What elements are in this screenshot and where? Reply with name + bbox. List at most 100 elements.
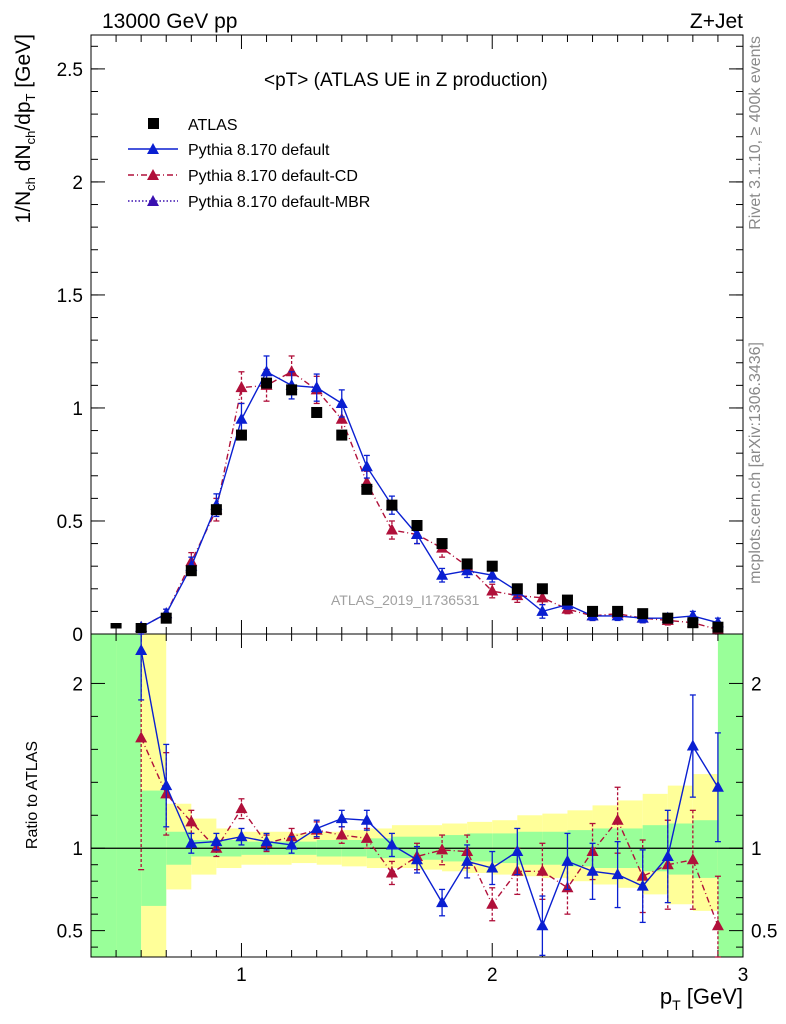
legend-label-cd: Pythia 8.170 default-CD — [188, 168, 358, 185]
header-right: Z+Jet — [690, 10, 743, 33]
atlas-data-point — [587, 605, 599, 617]
ratio-default-point — [586, 864, 599, 876]
atlas-data-point — [160, 612, 172, 624]
ratio-default-point — [461, 854, 474, 866]
ratio-ytick-label: 0.5 — [57, 922, 83, 943]
ratio-default-point — [411, 853, 423, 865]
legend: ATLAS Pythia 8.170 default Pythia 8.170 … — [128, 117, 370, 211]
top-title: <pT> (ATLAS UE in Z production) — [264, 70, 548, 91]
ratio-default-point — [210, 835, 223, 847]
ratio-ytick-label: 2 — [72, 674, 83, 695]
uncertainty-band-inner — [717, 634, 743, 957]
ratio-default-point — [360, 813, 373, 825]
xtick-label: 1 — [236, 965, 247, 986]
atlas-data-point — [210, 504, 222, 516]
ratio-default-point — [135, 643, 148, 655]
legend-label-atlas: ATLAS — [188, 117, 238, 134]
top-default-point — [360, 460, 373, 472]
top-ytick-label: 1.5 — [57, 286, 83, 307]
top-default-point — [411, 528, 423, 540]
xtick-label: 2 — [487, 965, 498, 986]
ratio-panel: 0.5 0.5 1 1 2 2 1 2 3 — [57, 633, 777, 986]
top-ytick-label: 2 — [72, 173, 83, 194]
ratio-default-point — [436, 896, 449, 908]
uncertainty-band-inner — [692, 820, 718, 878]
ratio-cd-point — [686, 853, 699, 865]
legend-marker-atlas — [148, 118, 159, 129]
ratio-cd-point — [360, 831, 373, 843]
analysis-watermark: ATLAS_2019_I1736531 — [331, 592, 480, 608]
top-ylabel: 1/Nch dNch/dpT [GeV] — [12, 34, 38, 224]
atlas-data-point — [486, 560, 498, 572]
ratio-cd-point — [711, 919, 724, 931]
atlas-data-point — [110, 623, 122, 629]
ratio-ytick-label-right: 0.5 — [751, 922, 777, 943]
atlas-data-point — [687, 617, 699, 629]
bottom-ylabel: Ratio to ATLAS — [24, 741, 41, 849]
atlas-data-point — [361, 483, 373, 495]
ratio-cd-line — [140, 737, 719, 926]
top-ytick-label: 0 — [72, 625, 83, 646]
ratio-default-point — [160, 779, 173, 791]
header-left: 13000 GeV pp — [102, 10, 237, 33]
side-text-bottom: mcplots.cern.ch [arXiv:1306.3436] — [747, 342, 764, 584]
top-default-point — [235, 412, 248, 424]
ratio-default-point — [486, 861, 499, 873]
atlas-data-point — [135, 623, 147, 634]
ratio-ytick-label: 1 — [72, 839, 83, 860]
legend-label-default: Pythia 8.170 default — [188, 142, 330, 159]
ratio-cd-point — [235, 802, 248, 814]
top-cd-point — [486, 584, 499, 596]
legend-marker-mbr — [147, 195, 159, 206]
top-cd-point — [536, 591, 549, 603]
ratio-cd-point — [285, 830, 298, 842]
ratio-default-point — [561, 854, 574, 866]
atlas-data-point — [561, 594, 573, 606]
ratio-cd-point — [335, 828, 348, 840]
ratio-default-point — [185, 836, 198, 848]
top-cd-point — [235, 381, 248, 393]
atlas-data-point — [411, 520, 423, 532]
ratio-default-point — [285, 838, 298, 850]
ratio-default-point — [260, 835, 273, 847]
legend-marker-cd — [147, 169, 159, 180]
ratio-default-point — [636, 879, 649, 891]
top-default-line — [140, 370, 719, 628]
legend-label-mbr: Pythia 8.170 default-MBR — [188, 194, 370, 211]
top-panel: 0 0.5 1 1.5 2 2.5 — [57, 34, 744, 646]
atlas-data-point — [612, 605, 624, 617]
top-cd-point — [285, 365, 298, 377]
ratio-cd-point — [135, 731, 148, 743]
uncertainty-band-inner — [391, 836, 417, 859]
ratio-default-point — [711, 780, 724, 792]
ratio-ytick-label-right: 2 — [751, 674, 762, 695]
legend-marker-default — [147, 143, 159, 154]
top-cd-point — [335, 412, 348, 424]
top-ytick-label: 1 — [72, 399, 83, 420]
uncertainty-band-inner — [91, 634, 117, 957]
ratio-default-point — [661, 849, 674, 861]
ratio-default-point — [235, 830, 248, 842]
ratio-cd-point — [385, 866, 398, 878]
xlabel: pT [GeV] — [660, 984, 743, 1013]
xtick-label: 3 — [738, 965, 749, 986]
top-ytick-label: 2.5 — [57, 60, 83, 81]
ratio-default-point — [385, 838, 398, 850]
top-cd-line — [140, 370, 719, 631]
ratio-default-point — [310, 821, 323, 833]
atlas-data-point — [336, 429, 348, 441]
top-default-point — [260, 365, 273, 377]
atlas-data-point — [662, 612, 674, 624]
atlas-data-point — [235, 429, 247, 441]
atlas-data-point — [637, 608, 649, 620]
ratio-default-point — [511, 845, 524, 857]
ratio-default-point — [536, 919, 549, 931]
top-ytick-label: 0.5 — [57, 512, 83, 533]
uncertainty-band-inner — [467, 833, 493, 862]
atlas-data-point — [536, 583, 548, 595]
atlas-data-point — [436, 538, 448, 550]
uncertainty-band-inner — [116, 634, 142, 957]
atlas-data-point — [712, 621, 724, 633]
top-default-point — [436, 568, 449, 580]
ratio-default-point — [686, 739, 699, 751]
